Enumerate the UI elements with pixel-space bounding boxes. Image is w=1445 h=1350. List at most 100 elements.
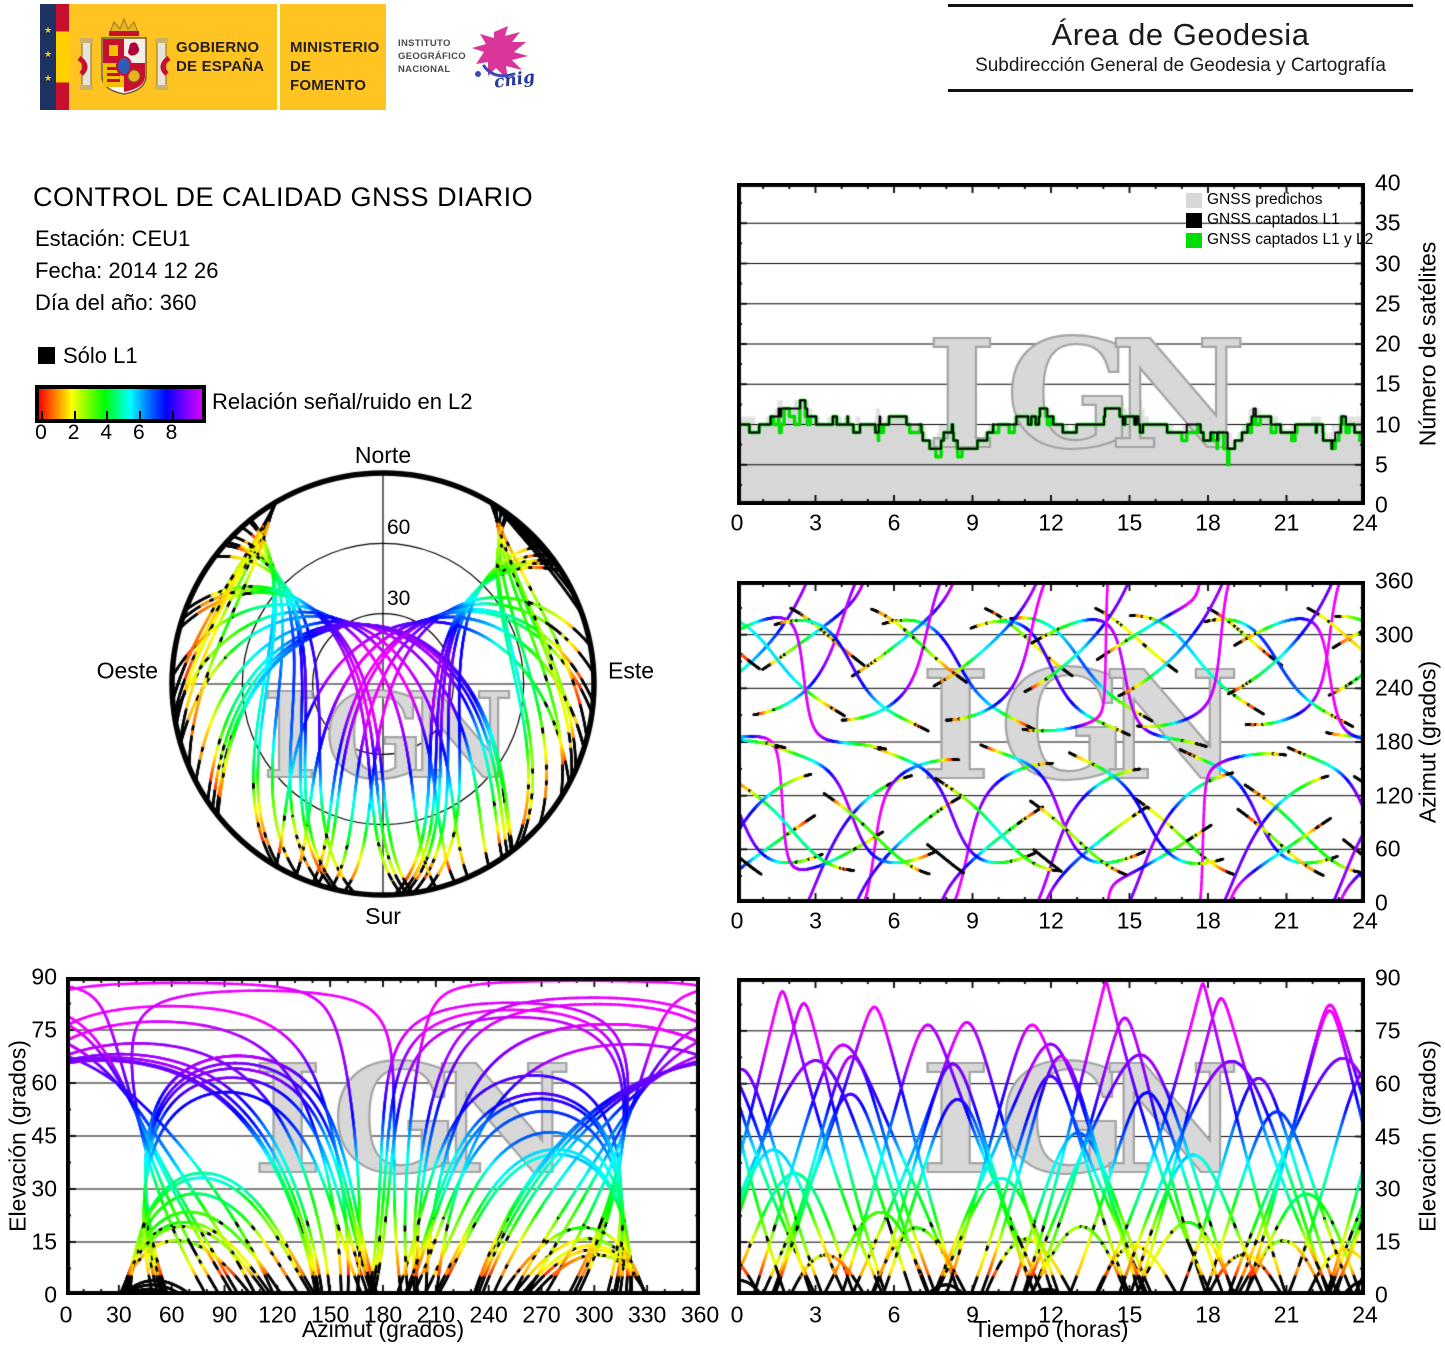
gobierno-text: GOBIERNO DE ESPAÑA xyxy=(176,39,265,75)
elevtime-y-tick-label: 60 xyxy=(1375,1070,1401,1097)
azimut-x-tick-label: 15 xyxy=(1116,907,1143,934)
elev-time-plot-canvas xyxy=(737,978,1365,1295)
azimut-y-tick-label: 0 xyxy=(1375,889,1388,916)
azimut-x-tick-label: 18 xyxy=(1195,907,1221,934)
header-rule-bottom xyxy=(948,89,1413,92)
spain-coat-of-arms xyxy=(77,17,171,95)
elevtime-y-tick-label: 30 xyxy=(1375,1175,1401,1202)
azimut-ylabel: Azimut (grados) xyxy=(1414,660,1441,824)
elevaz-x-tick-label: 300 xyxy=(575,1301,614,1328)
satcount-y-tick-label: 35 xyxy=(1375,209,1401,236)
elevaz-x-tick-label: 270 xyxy=(522,1301,561,1328)
azimut-plot-canvas xyxy=(737,581,1365,903)
elevaz-y-tick-label: 90 xyxy=(31,963,57,990)
elevaz-x-tick-label: 150 xyxy=(310,1301,350,1328)
elevtime-x-tick-label: 24 xyxy=(1352,1301,1378,1328)
colorbar-tick-label: 4 xyxy=(100,421,113,444)
area-title: Área de Geodesia xyxy=(1051,17,1310,52)
solo-l1-label: Sólo L1 xyxy=(63,343,138,368)
elevtime-y-tick-label: 45 xyxy=(1375,1123,1401,1149)
elevaz-ylabel: Elevación (grados) xyxy=(4,1040,31,1232)
satcount-x-tick-label: 9 xyxy=(966,509,979,536)
ign-cnig-panel: INSTITUTO GEOGRÁFICO NACIONAL cnig xyxy=(386,4,556,110)
elevaz-y-tick-label: 75 xyxy=(31,1016,57,1043)
elevaz-y-tick-label: 45 xyxy=(31,1122,57,1149)
satcount-y-tick-label: 40 xyxy=(1375,169,1401,196)
ministerio-text: MINISTERIO DE FOMENTO xyxy=(290,39,380,94)
colorbar-tick-label: 2 xyxy=(67,421,80,444)
azimut-x-tick-label: 24 xyxy=(1352,907,1378,934)
elevtime-ylabel: Elevación (grados) xyxy=(1414,1040,1441,1232)
satcount-y-tick-label: 30 xyxy=(1375,250,1401,276)
elevtime-x-tick-label: 12 xyxy=(1038,1301,1064,1328)
elevtime-x-tick-label: 6 xyxy=(887,1301,901,1328)
elevtime-x-tick-label: 9 xyxy=(966,1301,979,1328)
snr-colorbar-label: Relación señal/ruido en L2 xyxy=(212,389,473,414)
elevaz-xlabel: Azimut (grados) xyxy=(301,1316,465,1342)
azimut-y-tick-label: 360 xyxy=(1375,567,1414,594)
azimut-y-tick-label: 60 xyxy=(1375,835,1401,862)
satcount-x-tick-label: 12 xyxy=(1038,509,1064,536)
elevaz-y-tick-label: 60 xyxy=(31,1069,57,1096)
elevtime-x-tick-label: 15 xyxy=(1116,1301,1143,1328)
elevtime-y-tick-label: 75 xyxy=(1375,1017,1401,1044)
satcount-x-tick-label: 18 xyxy=(1195,509,1221,536)
skyplot-canvas xyxy=(168,469,598,899)
satcount-ylabel: Número de satélites xyxy=(1414,241,1441,447)
azimut-y-tick-label: 300 xyxy=(1375,621,1414,648)
elevaz-x-tick-label: 30 xyxy=(106,1301,132,1328)
report-title: CONTROL DE CALIDAD GNSS DIARIO xyxy=(33,182,534,212)
eu-flag-strip: ★ ★ ★ xyxy=(40,4,56,110)
elevaz-x-tick-label: 210 xyxy=(416,1301,456,1328)
colorbar-tick-label: 8 xyxy=(165,421,178,444)
elevtime-y-tick-label: 15 xyxy=(1375,1228,1401,1255)
doy-label: Día del año: 360 xyxy=(35,290,197,315)
colorbar-tick-label: 6 xyxy=(133,421,145,444)
elevtime-x-tick-label: 21 xyxy=(1273,1301,1300,1328)
satcount-x-tick-label: 15 xyxy=(1116,509,1143,536)
satcount-y-tick-label: 5 xyxy=(1375,451,1388,478)
satcount-x-tick-label: 0 xyxy=(730,509,744,536)
logo-divider xyxy=(277,4,280,110)
elevaz-y-tick-label: 0 xyxy=(44,1281,57,1308)
satcount-y-tick-label: 10 xyxy=(1375,411,1401,437)
azimut-x-tick-label: 12 xyxy=(1038,907,1064,934)
satcount-y-tick-label: 0 xyxy=(1375,491,1388,518)
sat-count-plot-canvas xyxy=(737,183,1365,505)
station-label: Estación: CEU1 xyxy=(35,226,191,251)
elevaz-x-tick-label: 180 xyxy=(363,1301,403,1328)
elevaz-x-tick-label: 360 xyxy=(680,1301,720,1328)
elevaz-x-tick-label: 330 xyxy=(627,1301,667,1328)
colorbar-tick xyxy=(106,411,109,419)
colorbar-tick xyxy=(73,411,76,419)
elevaz-y-tick-label: 30 xyxy=(31,1175,57,1202)
azimut-y-tick-label: 120 xyxy=(1375,782,1414,809)
header-rule-top xyxy=(948,4,1413,7)
satcount-x-tick-label: 3 xyxy=(809,509,822,536)
colorbar-tick xyxy=(41,411,43,419)
satcount-y-tick-label: 25 xyxy=(1375,290,1401,317)
elevaz-y-tick-label: 15 xyxy=(31,1228,57,1255)
skyplot-east-label: Este xyxy=(608,657,655,684)
skyplot-north-label: Norte xyxy=(354,442,412,468)
colorbar-tick xyxy=(138,411,141,419)
azimut-x-tick-label: 21 xyxy=(1273,907,1300,934)
elev-az-plot-canvas xyxy=(66,977,700,1295)
gobierno-espana-logo: ★ ★ ★ GOBIERNO DE ESPAÑ xyxy=(40,4,386,110)
elevaz-x-tick-label: 60 xyxy=(158,1301,185,1328)
satcount-y-tick-label: 15 xyxy=(1375,370,1401,397)
elevaz-x-tick-label: 120 xyxy=(258,1301,297,1328)
skyplot-south-label: Sur xyxy=(365,903,401,929)
azimut-x-tick-label: 6 xyxy=(887,907,901,934)
elevaz-x-tick-label: 90 xyxy=(211,1301,238,1328)
elevtime-y-tick-label: 0 xyxy=(1375,1281,1388,1308)
colorbar-tick xyxy=(171,411,174,419)
solo-l1-swatch xyxy=(38,347,55,364)
azimut-y-tick-label: 240 xyxy=(1375,674,1414,701)
elevtime-y-tick-label: 90 xyxy=(1375,964,1401,991)
elevaz-x-tick-label: 240 xyxy=(469,1301,508,1328)
azimut-y-tick-label: 180 xyxy=(1375,728,1414,755)
satcount-x-tick-label: 24 xyxy=(1352,509,1378,536)
colorbar-tick-label: 0 xyxy=(35,421,47,444)
satcount-y-tick-label: 20 xyxy=(1375,330,1401,357)
